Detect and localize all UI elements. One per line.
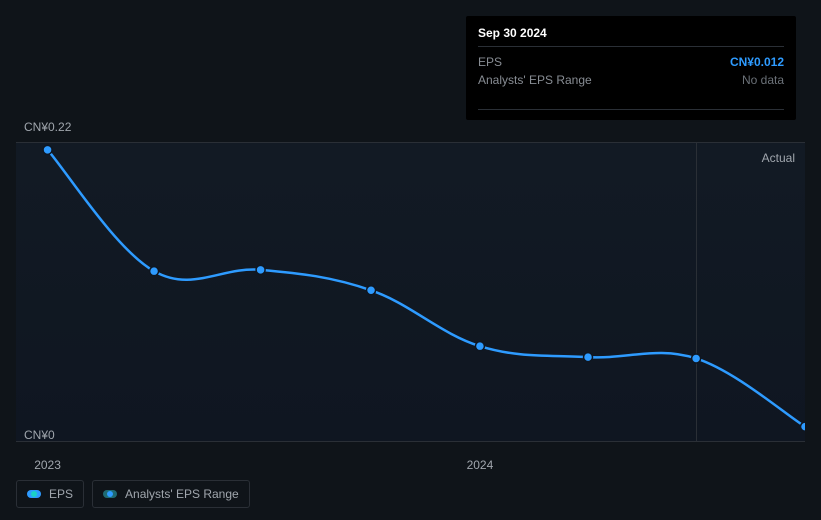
data-point[interactable]: [367, 286, 376, 295]
x-axis-tick-label: 2023: [34, 458, 61, 472]
tooltip-row: Analysts' EPS Range No data: [478, 71, 784, 89]
data-point[interactable]: [256, 265, 265, 274]
tooltip-row-value: CN¥0.012: [730, 55, 784, 69]
chart-tooltip: Sep 30 2024 EPS CN¥0.012 Analysts' EPS Ran…: [466, 16, 796, 120]
data-point[interactable]: [584, 353, 593, 362]
data-point[interactable]: [150, 267, 159, 276]
y-axis-min-label: CN¥0: [24, 428, 55, 442]
tooltip-divider: [478, 109, 784, 110]
data-point[interactable]: [475, 342, 484, 351]
y-axis-max-label: CN¥0.22: [24, 120, 71, 134]
x-axis-tick-label: 2024: [467, 458, 494, 472]
legend-swatch-icon: [103, 490, 117, 498]
tooltip-row-value: No data: [742, 73, 784, 87]
chart-svg: [16, 143, 805, 443]
tooltip-title: Sep 30 2024: [478, 26, 784, 47]
legend: EPS Analysts' EPS Range: [16, 480, 250, 508]
tooltip-row-label: EPS: [478, 55, 502, 69]
x-axis-labels: 2023 2024: [16, 458, 805, 482]
legend-label: Analysts' EPS Range: [125, 487, 239, 501]
eps-chart: CN¥0.22 Actual CN¥0 2023 2024: [16, 120, 805, 482]
legend-label: EPS: [49, 487, 73, 501]
data-point[interactable]: [43, 145, 52, 154]
data-point[interactable]: [801, 422, 806, 431]
legend-item[interactable]: EPS: [16, 480, 84, 508]
eps-line: [48, 150, 805, 427]
legend-swatch-icon: [27, 490, 41, 498]
tooltip-row: EPS CN¥0.012: [478, 53, 784, 71]
legend-item[interactable]: Analysts' EPS Range: [92, 480, 250, 508]
chart-plot-area[interactable]: Actual: [16, 142, 805, 442]
data-point[interactable]: [692, 354, 701, 363]
tooltip-row-label: Analysts' EPS Range: [478, 73, 592, 87]
